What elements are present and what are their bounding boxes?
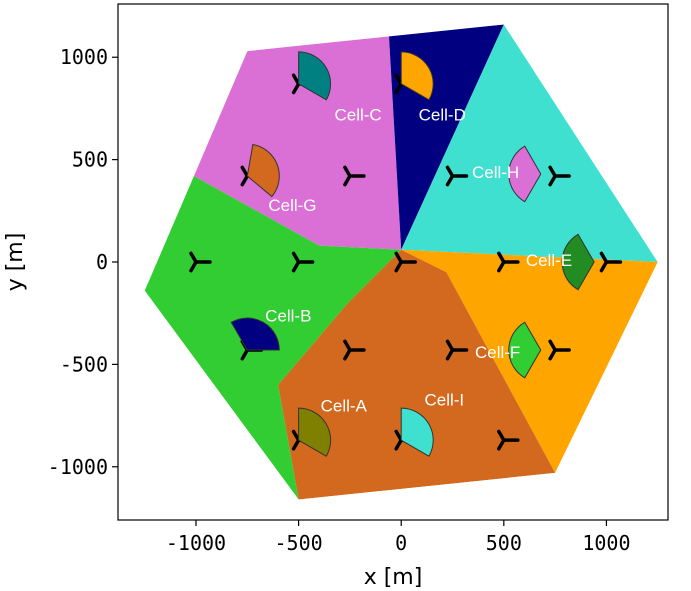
cell-sectors: Cell-C Cell-D Cell-H Cell-G Cell-E Cell-B Cell… xyxy=(230,51,595,457)
x-tick-label: -500 xyxy=(275,531,323,555)
cell-c-label: Cell-C xyxy=(334,106,381,125)
y-tick-label: 500 xyxy=(72,148,108,172)
x-tick-label: 500 xyxy=(486,531,522,555)
x-ticks: -1000 -500 0 500 1000 xyxy=(166,520,631,555)
cell-g-label: Cell-G xyxy=(268,196,316,215)
base-station-14 xyxy=(445,339,469,361)
base-station-4 xyxy=(343,165,366,187)
y-tick-label: -500 xyxy=(60,352,108,376)
y-ticks: 1000 500 0 -500 -1000 xyxy=(48,45,118,479)
base-station-5 xyxy=(445,165,469,187)
x-tick-label: 0 xyxy=(395,531,407,555)
cell-h-sector xyxy=(508,145,542,203)
cell-h-label: Cell-H xyxy=(472,163,519,182)
cell-a-sector xyxy=(298,407,332,457)
base-station-7 xyxy=(189,251,212,273)
cell-i-label: Cell-I xyxy=(424,390,464,409)
cell-e-label: Cell-E xyxy=(526,251,572,270)
y-tick-label: 0 xyxy=(96,250,108,274)
base-station-11 xyxy=(599,251,623,273)
cell-e-sector xyxy=(561,233,595,291)
y-tick-label: -1000 xyxy=(48,455,108,479)
cell-f-sector xyxy=(508,321,542,379)
x-tick-label: -1000 xyxy=(166,531,226,555)
cell-d-sector xyxy=(400,51,434,101)
x-tick-label: 1000 xyxy=(582,531,630,555)
cell-c-sector xyxy=(298,51,332,101)
cell-i-sector xyxy=(400,407,434,457)
region-5 xyxy=(278,249,556,500)
cell-g-sector xyxy=(246,143,280,198)
base-station-8 xyxy=(291,251,315,273)
region-3 xyxy=(401,24,658,262)
y-axis-label: y [m] xyxy=(3,233,28,292)
base-station-10 xyxy=(497,251,520,273)
x-axis-label: x [m] xyxy=(364,565,423,590)
cell-a-label: Cell-A xyxy=(321,396,368,415)
base-station-6 xyxy=(548,165,571,187)
base-station-15 xyxy=(548,339,571,361)
base-station-9 xyxy=(394,251,417,273)
base-station-18 xyxy=(497,429,520,451)
cell-b-sector xyxy=(230,317,280,351)
base-station-13 xyxy=(343,339,366,361)
cell-d-label: Cell-D xyxy=(419,106,466,125)
cell-b-label: Cell-B xyxy=(265,306,311,325)
region-1 xyxy=(193,34,402,250)
y-tick-label: 1000 xyxy=(60,45,108,69)
cell-f-label: Cell-F xyxy=(475,343,520,362)
